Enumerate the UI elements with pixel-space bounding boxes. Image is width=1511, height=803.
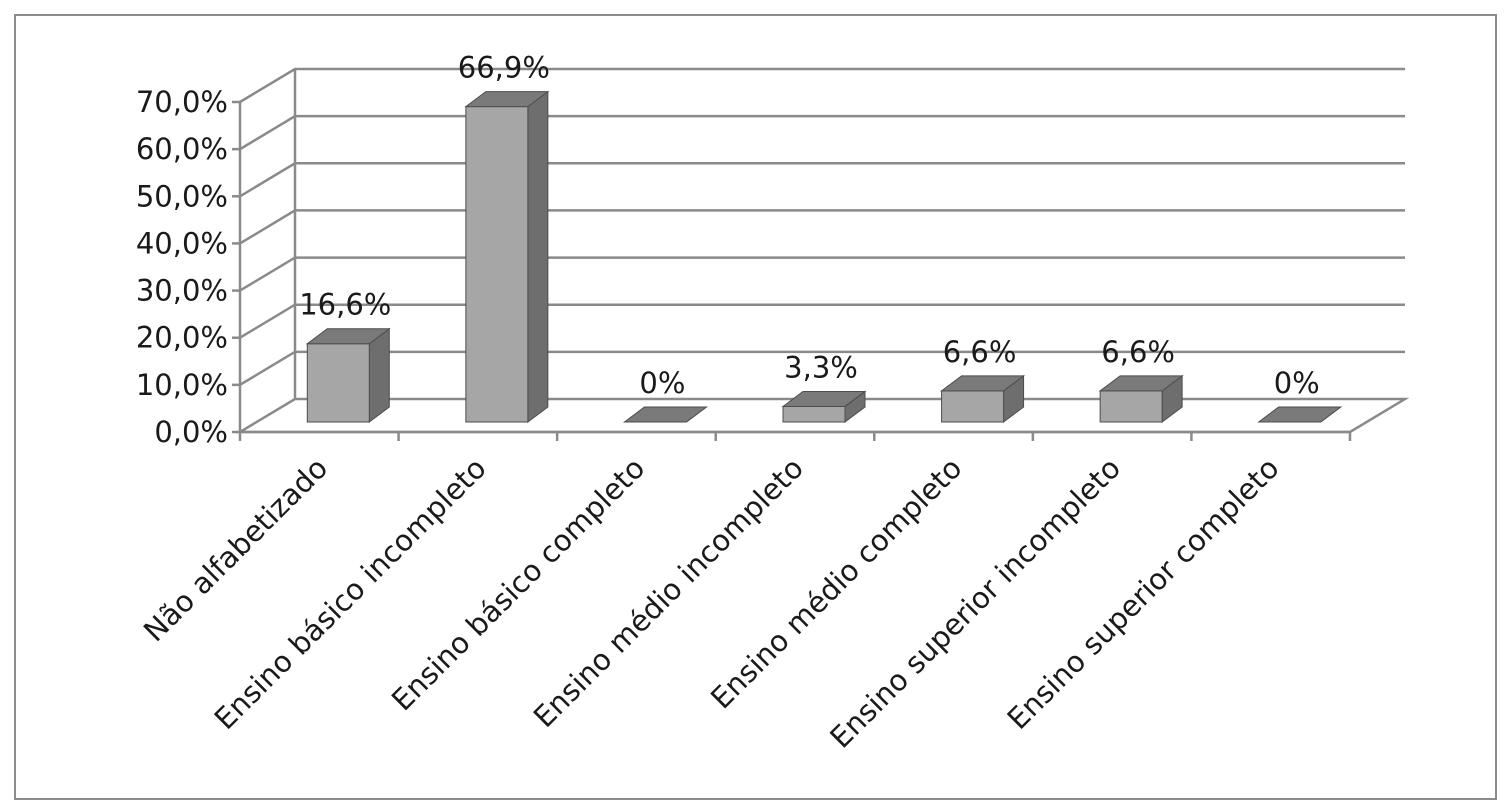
gridline: [239, 303, 1405, 339]
y-tick-label: 30,0%: [136, 274, 228, 308]
bar-side: [527, 90, 549, 423]
x-category-label: Ensino básico incompleto: [208, 451, 493, 736]
bar-top: [305, 328, 391, 345]
x-category-label: Ensino superior incompleto: [823, 451, 1127, 755]
data-label: 0%: [639, 366, 685, 400]
y-tick-label: 50,0%: [136, 179, 228, 213]
data-labels: 16,6% 66,9% 0% 3,3% 6,6% 6,6% 0%: [299, 51, 1320, 400]
bar: [306, 343, 370, 423]
bar: [782, 405, 846, 423]
data-label: 66,9%: [458, 51, 550, 85]
x-category-label: Ensino médio incompleto: [527, 451, 810, 734]
bar-top: [1098, 375, 1184, 392]
bar-top: [464, 91, 550, 108]
bar-top: [940, 375, 1026, 392]
gridline: [239, 162, 1405, 198]
bar: [941, 390, 1005, 423]
gridline: [239, 256, 1405, 292]
bar-top: [1257, 406, 1343, 423]
data-label: 6,6%: [943, 335, 1017, 369]
data-label: 0%: [1274, 366, 1320, 400]
bar: [1099, 390, 1163, 423]
chart-frame: [14, 14, 1497, 800]
y-tick-labels: 0,0% 10,0% 20,0% 30,0% 40,0% 50,0% 60,0% 70,0%: [136, 85, 228, 449]
bar-side: [368, 327, 390, 423]
data-label: 6,6%: [1101, 335, 1175, 369]
bar-top: [622, 406, 708, 423]
data-label: 3,3%: [784, 350, 858, 384]
x-category-label: Ensino médio completo: [704, 451, 969, 716]
gridline: [239, 209, 1405, 245]
axes: [232, 100, 1352, 441]
y-tick-label: 70,0%: [136, 85, 228, 119]
x-category-label: Ensino superior completo: [1001, 451, 1286, 736]
y-tick-label: 0,0%: [154, 415, 228, 449]
x-category-label: Ensino básico completo: [385, 451, 651, 717]
bars: [305, 90, 1343, 423]
bar-top: [781, 390, 867, 407]
y-tick-label: 10,0%: [136, 368, 228, 402]
y-tick-label: 20,0%: [136, 321, 228, 355]
data-label: 16,6%: [299, 288, 391, 322]
y-tick-label: 60,0%: [136, 132, 228, 166]
gridline: [239, 114, 1405, 151]
gridlines: [235, 67, 1410, 434]
bar: [465, 106, 529, 423]
gridline: [239, 67, 1405, 104]
y-tick-label: 40,0%: [136, 226, 228, 260]
